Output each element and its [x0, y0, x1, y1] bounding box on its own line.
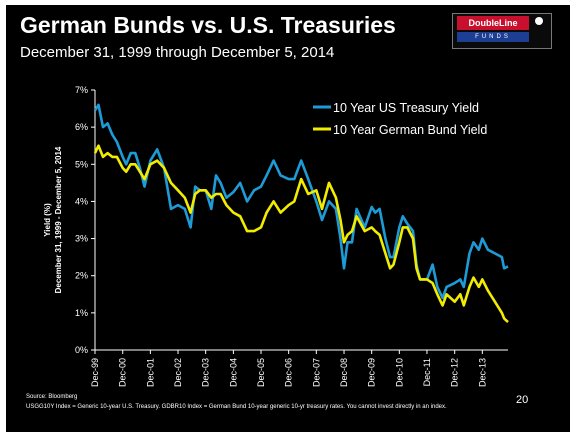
slide-background	[6, 5, 570, 432]
chart-axes	[94, 90, 508, 351]
page-number: 20	[516, 394, 529, 406]
us-treasury-yield-line	[93, 103, 509, 300]
x-tick-label: Dec-00	[118, 358, 128, 387]
y-tick-label: 0%	[75, 345, 88, 355]
y-tick-label: 3%	[75, 234, 88, 244]
page-title: German Bunds vs. U.S. Treasuries	[20, 12, 396, 38]
x-tick-label: Dec-03	[201, 358, 211, 387]
logo-registered-mark	[535, 17, 543, 25]
logo-wordmark: DoubleLine	[457, 16, 529, 30]
y-axis-label-line: December 31, 1999 - December 5, 2014	[54, 146, 63, 293]
x-tick-label: Dec-10	[394, 358, 404, 387]
x-tick-label: Dec-13	[477, 358, 487, 387]
x-tick-label: Dec-06	[284, 358, 294, 387]
y-tick-label: 2%	[75, 271, 88, 281]
y-axis-ticks: 0% 1% 2% 3% 4% 5% 6% 7%	[75, 85, 95, 355]
x-tick-label: Dec-08	[339, 358, 349, 387]
x-tick-label: Dec-05	[256, 358, 266, 387]
chart-series	[93, 103, 509, 324]
x-tick-label: Dec-09	[367, 358, 377, 387]
x-tick-label: Dec-01	[145, 358, 155, 387]
chart-legend: 10 Year US Treasury Yield 10 Year German …	[313, 101, 487, 137]
y-tick-label: 6%	[75, 122, 88, 132]
legend-label: 10 Year US Treasury Yield	[333, 101, 479, 115]
doubleline-logo: DoubleLine FUNDS	[452, 13, 552, 49]
german-bund-yield-line	[93, 144, 509, 324]
y-tick-label: 7%	[75, 85, 88, 95]
x-tick-label: Dec-04	[228, 358, 238, 387]
y-tick-label: 4%	[75, 196, 88, 206]
legend-label: 10 Year German Bund Yield	[333, 123, 487, 137]
y-axis-label-line: Yield (%)	[43, 203, 52, 237]
x-axis-ticks: Dec-99 Dec-00 Dec-01 Dec-02 Dec-03 Dec-04 Dec-…	[90, 350, 487, 387]
page-subtitle: December 31, 1999 through December 5, 20…	[20, 44, 335, 61]
y-tick-label: 5%	[75, 159, 88, 169]
x-tick-label: Dec-99	[90, 358, 100, 387]
logo-subtext: FUNDS	[457, 32, 529, 42]
y-tick-label: 1%	[75, 308, 88, 318]
index-footnote: USGG10Y Index = Generic 10-year U.S. Tre…	[26, 404, 447, 410]
source-note: Source: Bloomberg	[26, 394, 78, 400]
x-tick-label: Dec-07	[311, 358, 321, 387]
x-tick-label: Dec-02	[173, 358, 183, 387]
y-axis-label: Yield (%) December 31, 1999 - December 5,…	[43, 146, 63, 293]
x-tick-label: Dec-12	[450, 358, 460, 387]
x-tick-label: Dec-11	[422, 358, 432, 386]
